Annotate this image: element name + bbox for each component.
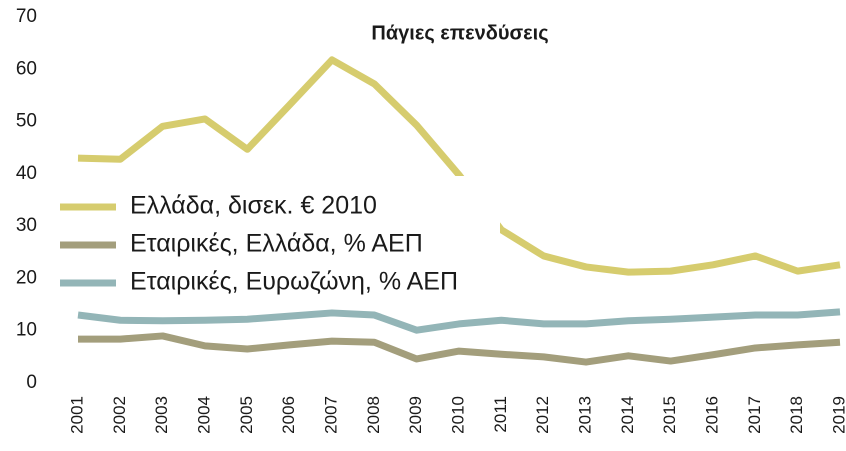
x-tick-label: 2010	[448, 396, 467, 434]
legend-label: Ελλάδα, δισεκ. € 2010	[130, 192, 377, 220]
x-tick-label: 2005	[237, 396, 256, 434]
legend-label: Εταιρικές, Ευρωζώνη, % ΑΕΠ	[130, 268, 458, 296]
x-tick-label: 2012	[533, 396, 552, 434]
y-tick-label: 10	[16, 320, 37, 341]
y-tick-label: 40	[16, 163, 37, 184]
x-tick-label: 2018	[787, 396, 806, 434]
y-tick-label: 50	[16, 111, 37, 132]
x-tick-label: 2017	[745, 396, 764, 434]
x-tick-label: 2015	[660, 396, 679, 434]
x-tick-label: 2013	[575, 396, 594, 434]
x-tick-label: 2002	[110, 396, 129, 434]
x-tick-label: 2019	[829, 396, 846, 434]
x-tick-label: 2016	[702, 396, 721, 434]
y-tick-label: 0	[26, 372, 37, 393]
series-line	[77, 308, 841, 334]
x-tick-label: 2014	[618, 396, 637, 434]
x-tick-label: 2004	[194, 396, 213, 434]
y-tick-label: 30	[16, 215, 37, 236]
x-tick-label: 2006	[279, 396, 298, 434]
x-tick-label: 2009	[406, 396, 425, 434]
y-tick-label: 70	[16, 6, 37, 27]
y-tick-label: 60	[16, 58, 37, 79]
legend-box	[50, 176, 500, 304]
chart-title: Πάγιες επενδύσεις	[371, 22, 548, 44]
series-line	[78, 332, 841, 366]
series-line	[77, 56, 841, 276]
x-tick-label: 2001	[67, 396, 86, 434]
x-tick-label: 2008	[364, 396, 383, 434]
legend-label: Εταιρικές, Ελλάδα, % ΑΕΠ	[130, 230, 423, 258]
x-tick-label: 2007	[321, 396, 340, 434]
x-tick-label: 2011	[491, 396, 510, 433]
x-tick-label: 2003	[152, 396, 171, 434]
y-tick-label: 20	[16, 267, 37, 288]
